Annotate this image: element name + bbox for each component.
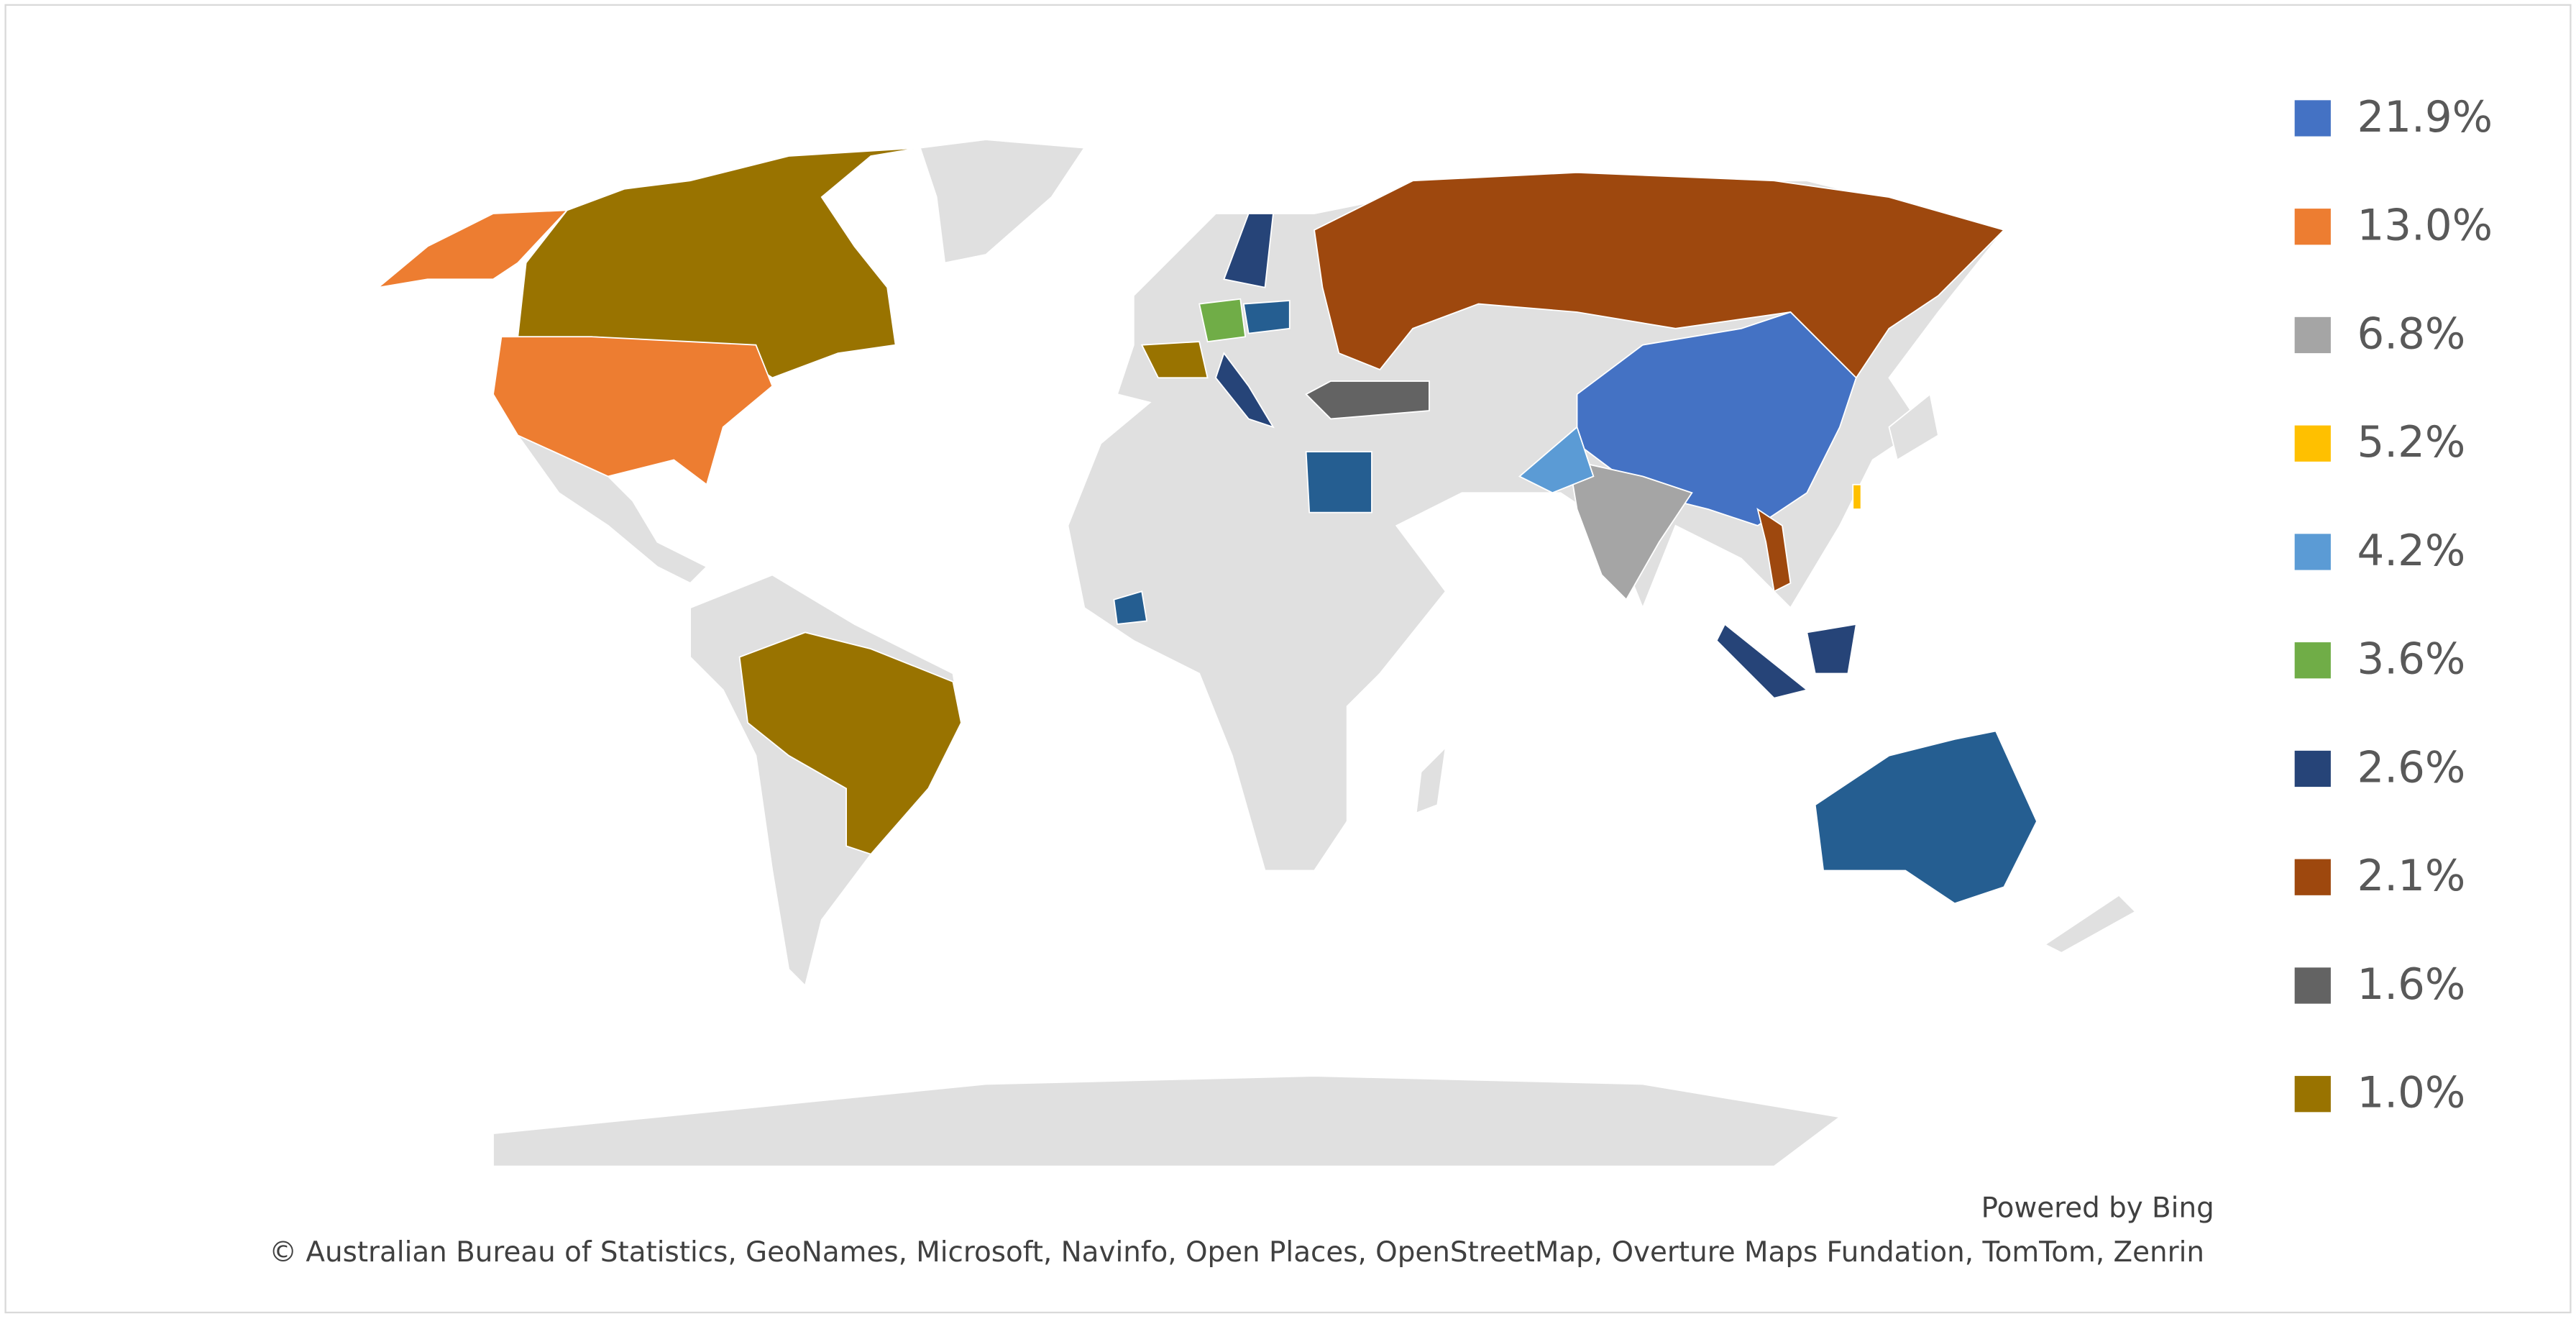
country <box>1806 623 1857 675</box>
legend-swatch <box>2294 100 2331 137</box>
legend-label: 3.6% <box>2357 635 2465 685</box>
map <box>375 139 2137 1167</box>
country <box>1756 508 1792 593</box>
legend-swatch <box>2294 750 2331 787</box>
country <box>1140 341 1209 379</box>
country <box>1518 426 1595 494</box>
legend-swatch <box>2294 209 2331 245</box>
country <box>1305 380 1430 420</box>
legend-label: 1.6% <box>2357 960 2465 1010</box>
country <box>1198 298 1247 343</box>
legend-label: 2.1% <box>2357 852 2465 901</box>
legend-swatch <box>2294 967 2331 1004</box>
country <box>1567 459 1693 601</box>
legend-label: 1.0% <box>2357 1069 2465 1118</box>
legend-swatch <box>2294 534 2331 570</box>
land <box>2043 894 2137 954</box>
legend-label: 2.6% <box>2357 743 2465 793</box>
credit: Powered by Bing <box>1981 1192 2214 1225</box>
legend-swatch <box>2294 642 2331 679</box>
land <box>1415 745 1447 815</box>
legend: 21.9% 13.0% 6.8% 5.2% 4.2% 3.6% 2.6% 2.1% 1.6% 1.… <box>2294 93 2493 1118</box>
country <box>1223 213 1274 288</box>
legend-label: 13.0% <box>2357 201 2493 251</box>
credit: © Australian Bureau of Statistics, GeoNa… <box>269 1236 2204 1269</box>
country <box>375 209 569 289</box>
legend-label: 6.8% <box>2357 309 2465 359</box>
country <box>1852 483 1862 510</box>
country <box>1214 352 1275 429</box>
country <box>1715 623 1809 699</box>
country <box>738 631 962 855</box>
legend-swatch <box>2294 1076 2331 1113</box>
legend-label: 4.2% <box>2357 526 2465 576</box>
country <box>1242 300 1291 334</box>
country <box>492 336 774 486</box>
country <box>1814 730 2038 905</box>
country <box>1113 590 1148 625</box>
land <box>1888 393 1940 461</box>
legend-label: 21.9% <box>2357 93 2493 142</box>
legend-swatch <box>2294 316 2331 354</box>
land <box>492 1075 1842 1167</box>
legend-swatch <box>2294 859 2331 895</box>
land <box>515 434 708 584</box>
legend-label: 5.2% <box>2357 418 2465 467</box>
legend-swatch <box>2294 425 2331 462</box>
country <box>1305 451 1372 513</box>
land <box>919 139 1086 264</box>
